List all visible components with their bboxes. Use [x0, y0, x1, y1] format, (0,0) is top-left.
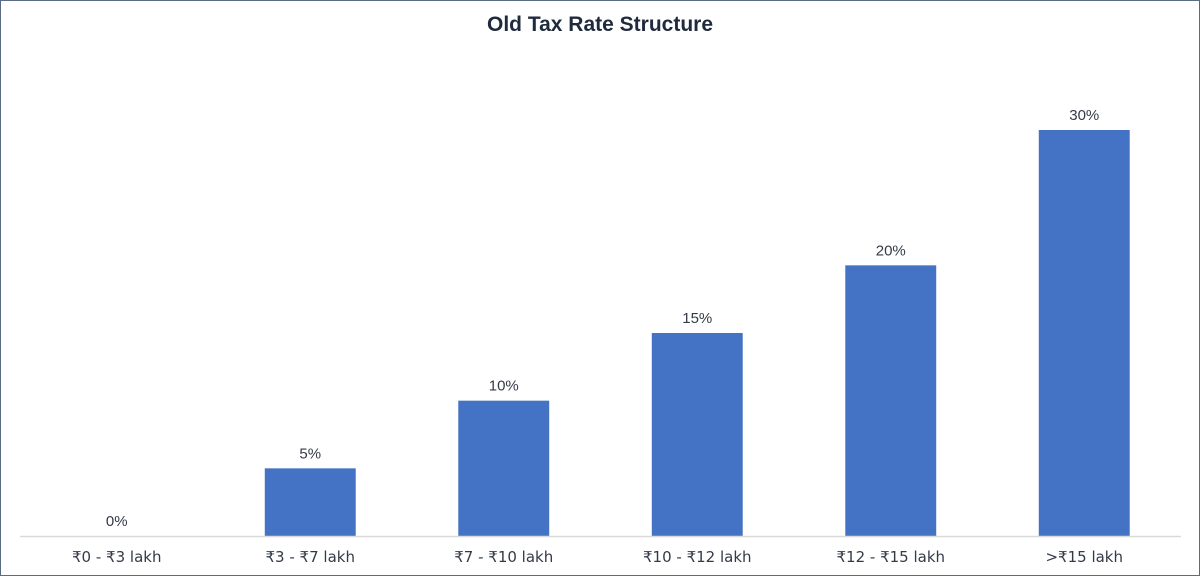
bar: [845, 265, 937, 536]
x-tick-label: ₹10 - ₹12 lakh: [643, 548, 752, 566]
chart-title: Old Tax Rate Structure: [487, 13, 713, 36]
x-axis-tick-labels: ₹0 - ₹3 lakh ₹3 - ₹7 lakh ₹7 - ₹10 lakh ₹10…: [72, 548, 1123, 566]
bar: [264, 468, 356, 536]
data-label: 5%: [299, 445, 321, 462]
data-labels: 0% 5% 10% 15% 20% 30%: [106, 107, 1099, 530]
x-tick-label: ₹7 - ₹10 lakh: [454, 548, 553, 566]
data-label: 20%: [876, 242, 906, 259]
data-label: 0%: [106, 513, 128, 530]
x-tick-label: ₹12 - ₹15 lakh: [836, 548, 945, 566]
bar: [458, 400, 550, 536]
bar-series: [264, 130, 1130, 536]
bar: [651, 333, 743, 536]
bar: [1038, 130, 1130, 536]
x-tick-label: >₹15 lakh: [1045, 548, 1123, 566]
x-tick-label: ₹3 - ₹7 lakh: [266, 548, 355, 566]
data-label: 30%: [1069, 107, 1099, 124]
x-tick-label: ₹0 - ₹3 lakh: [72, 548, 161, 566]
data-label: 15%: [682, 310, 712, 327]
data-label: 10%: [489, 378, 519, 395]
